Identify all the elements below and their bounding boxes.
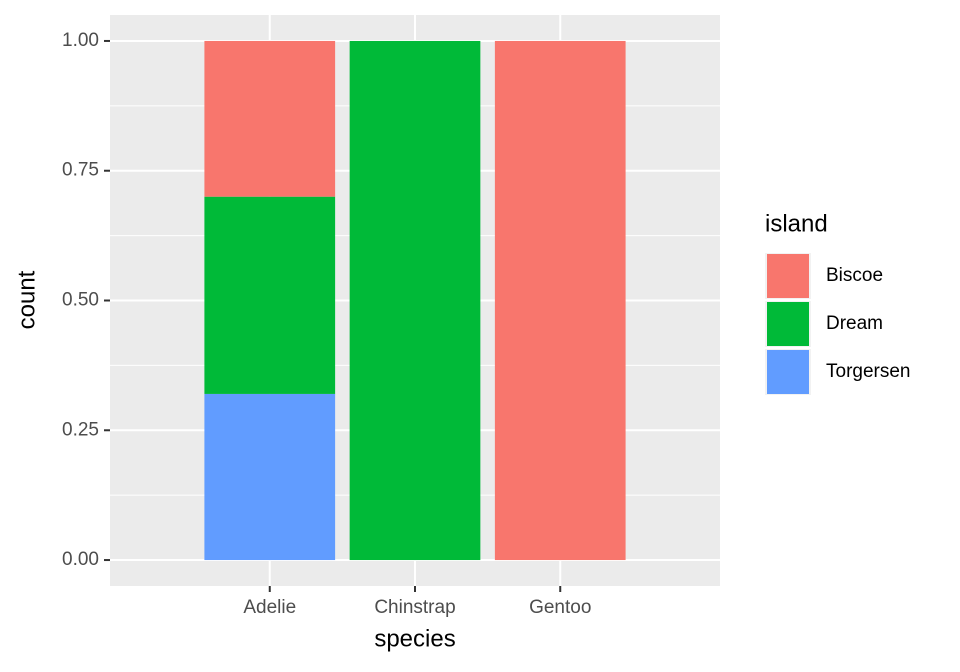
legend-label: Dream: [826, 313, 883, 334]
legend: Biscoe Dream Torgersen: [765, 253, 911, 395]
legend-swatch: [767, 302, 809, 346]
bar-segment: [204, 40, 336, 197]
axes: 0.00 0.25 0.50 0.75 1.00 Adelie Chinstrap Gento…: [62, 30, 591, 618]
x-tick-label: Chinstrap: [374, 597, 455, 618]
y-tick-label: 0.25: [62, 419, 99, 440]
legend-swatch: [767, 254, 809, 298]
legend-swatch: [767, 350, 809, 394]
y-tick-label: 0.50: [62, 290, 99, 311]
x-axis-title: species: [374, 625, 455, 652]
legend-label: Torgersen: [826, 361, 911, 382]
bar-segment: [204, 393, 336, 561]
x-tick-label: Gentoo: [529, 597, 591, 618]
legend-label: Biscoe: [826, 265, 883, 286]
bars: [204, 40, 626, 561]
bar-segment: [204, 196, 336, 394]
y-tick-label: 1.00: [62, 30, 99, 51]
bar-segment: [349, 40, 481, 561]
y-tick-label: 0.00: [62, 549, 99, 570]
legend-title: island: [765, 210, 828, 237]
y-axis-title: count: [13, 270, 40, 329]
x-tick-label: Adelie: [243, 597, 296, 618]
bar-segment: [494, 40, 626, 561]
y-tick-label: 0.75: [62, 160, 99, 181]
